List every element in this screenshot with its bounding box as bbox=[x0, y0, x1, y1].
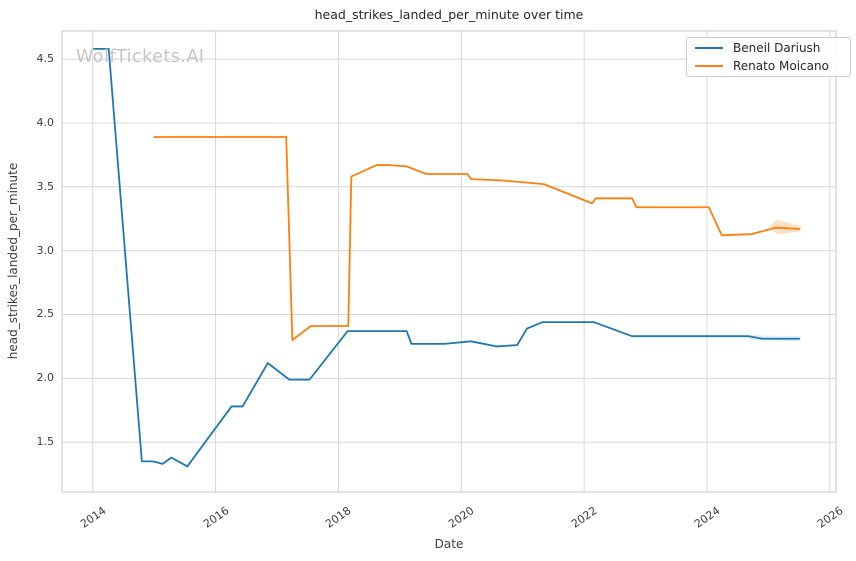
legend-label: Beneil Dariush bbox=[733, 40, 821, 55]
legend-line-icon bbox=[695, 65, 723, 68]
legend-item-renato-moicano: Renato Moicano bbox=[687, 59, 850, 75]
y-tick-label: 3.0 bbox=[36, 243, 55, 257]
y-tick-label: 2.0 bbox=[36, 371, 55, 385]
y-tick-label: 4.5 bbox=[36, 52, 55, 66]
legend-label: Renato Moicano bbox=[733, 59, 829, 74]
watermark: WolfTickets.AI bbox=[76, 47, 205, 67]
y-axis-label: head_strikes_landed_per_minute bbox=[6, 162, 20, 360]
y-tick-label: 1.5 bbox=[36, 435, 55, 449]
legend: Beneil Dariush Renato Moicano bbox=[686, 37, 851, 77]
x-axis-label: Date bbox=[434, 537, 464, 551]
legend-line-icon bbox=[695, 46, 723, 49]
legend-item-beneil-dariush: Beneil Dariush bbox=[687, 40, 850, 56]
chart-title: head_strikes_landed_per_minute over time bbox=[314, 7, 584, 22]
y-tick-label: 3.5 bbox=[36, 179, 55, 193]
y-tick-label: 4.0 bbox=[36, 115, 55, 129]
y-tick-label: 2.5 bbox=[36, 307, 55, 321]
